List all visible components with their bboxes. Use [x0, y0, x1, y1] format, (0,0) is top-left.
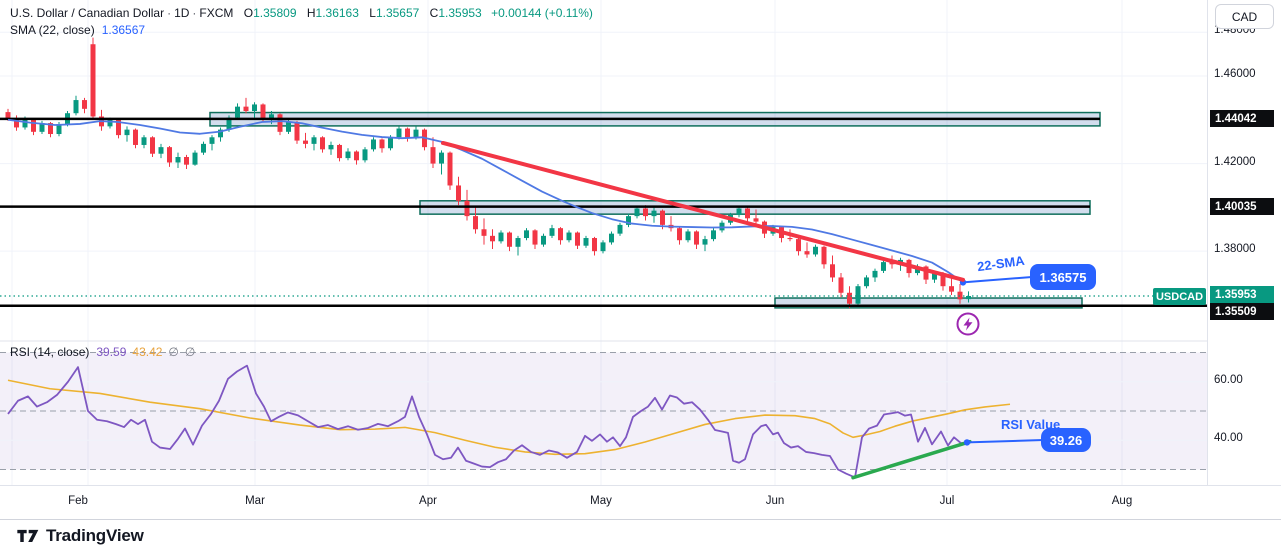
price-axis-label: 1.46000 [1214, 67, 1256, 80]
time-axis[interactable]: Feb Mar Apr May Jun Jul Aug [0, 485, 1281, 519]
rsi-value-label: 39.26 [1041, 428, 1091, 452]
low-value: 1.35657 [375, 6, 420, 20]
footer-bar: TradingView [0, 519, 1281, 552]
price-axis-badge: 1.44042 [1210, 110, 1274, 128]
sma-legend-value: 1.36567 [101, 23, 146, 37]
tradingview-logo[interactable]: TradingView [16, 526, 144, 546]
symbol-price-badge: USDCAD [1153, 288, 1206, 305]
rsi-band-value-2: ∅ [184, 345, 196, 359]
price-axis-badge: 1.35953 [1210, 286, 1274, 304]
high-label: H [306, 6, 316, 20]
rsi-legend-value: 39.59 [96, 345, 127, 359]
separator: · [167, 6, 172, 20]
sma-legend-label: SMA (22, close) [10, 23, 95, 37]
separator: · [192, 6, 197, 20]
time-axis-month: Jun [765, 495, 785, 507]
close-label: C [429, 6, 439, 20]
time-axis-month: Feb [68, 495, 88, 507]
rsi-axis-label: 40.00 [1214, 432, 1243, 445]
chart-canvas[interactable] [0, 0, 1207, 485]
symbol-legend[interactable]: U.S. Dollar / Canadian Dollar · 1D · FXCM O1… [10, 6, 593, 20]
brand-name: TradingView [46, 526, 144, 545]
price-axis[interactable]: CAD 1.48000 1.46000 1.42000 1.38000 60.00 40.… [1207, 0, 1281, 485]
interval-label: 1D [174, 6, 190, 20]
close-value: 1.35953 [438, 6, 482, 20]
time-axis-month: May [590, 495, 612, 507]
rsi-band-value-1: ∅ [168, 345, 179, 359]
currency-button[interactable]: CAD [1215, 4, 1274, 29]
plot-area[interactable]: U.S. Dollar / Canadian Dollar · 1D · FXCM O1… [0, 0, 1207, 485]
rsi-legend[interactable]: RSI (14, close) 39.59 43.42 ∅ ∅ [10, 345, 195, 359]
price-axis-label: 1.42000 [1214, 155, 1256, 168]
low-label: L [369, 6, 376, 20]
exchange-label: FXCM [199, 6, 234, 20]
price-axis-badge: 1.40035 [1210, 198, 1274, 216]
rsi-legend-label: RSI (14, close) [10, 345, 90, 359]
time-axis-month: Apr [419, 495, 437, 507]
rsi-axis-label: 60.00 [1214, 373, 1243, 386]
high-value: 1.36163 [315, 6, 359, 20]
flash-icon[interactable] [955, 311, 981, 337]
rsi-ma-legend-value: 43.42 [132, 345, 163, 359]
time-axis-month: Aug [1111, 495, 1133, 507]
sma-price-label: 1.36575 [1030, 264, 1096, 290]
time-axis-month: Mar [245, 495, 265, 507]
change-value: +0.00144 (+0.11%) [491, 6, 593, 20]
open-value: 1.35809 [253, 6, 297, 20]
sma-legend[interactable]: SMA (22, close) 1.36567 [10, 23, 145, 37]
open-label: O [243, 6, 254, 20]
price-axis-badge: 1.35509 [1210, 303, 1274, 321]
tradingview-logo-icon [17, 529, 39, 542]
symbol-title: U.S. Dollar / Canadian Dollar [10, 6, 165, 20]
price-axis-label: 1.38000 [1214, 243, 1256, 256]
time-axis-month: Jul [939, 495, 955, 507]
